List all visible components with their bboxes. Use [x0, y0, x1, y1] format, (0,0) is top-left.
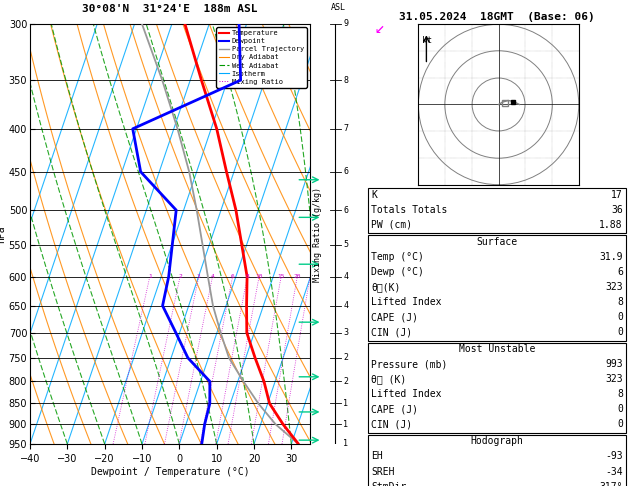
Text: 8: 8 — [245, 274, 249, 279]
Text: 6: 6 — [343, 167, 348, 176]
Text: 323: 323 — [605, 282, 623, 292]
Text: θᴇ(K): θᴇ(K) — [371, 282, 401, 292]
Text: 2: 2 — [343, 353, 348, 363]
Text: 36: 36 — [611, 205, 623, 215]
Y-axis label: hPa: hPa — [0, 225, 6, 243]
Text: 5: 5 — [343, 241, 348, 249]
Text: Dewp (°C): Dewp (°C) — [371, 267, 424, 277]
Text: 2: 2 — [178, 274, 182, 279]
Text: 15: 15 — [277, 274, 285, 279]
X-axis label: Dewpoint / Temperature (°C): Dewpoint / Temperature (°C) — [91, 467, 249, 476]
Text: 323: 323 — [605, 374, 623, 384]
Text: 30°08'N  31°24'E  188m ASL: 30°08'N 31°24'E 188m ASL — [82, 4, 258, 14]
Text: CIN (J): CIN (J) — [371, 419, 412, 430]
Text: 10: 10 — [255, 274, 263, 279]
Text: 6: 6 — [343, 206, 348, 215]
Text: Mixing Ratio (g/kg): Mixing Ratio (g/kg) — [313, 187, 321, 281]
Text: km
ASL: km ASL — [330, 0, 345, 12]
Text: PW (cm): PW (cm) — [371, 220, 412, 230]
Text: SREH: SREH — [371, 467, 394, 477]
Text: 8: 8 — [617, 297, 623, 307]
Text: -93: -93 — [605, 451, 623, 462]
Text: Lifted Index: Lifted Index — [371, 389, 442, 399]
Text: EH: EH — [371, 451, 383, 462]
Text: 4: 4 — [343, 301, 348, 310]
Text: 31.05.2024  18GMT  (Base: 06): 31.05.2024 18GMT (Base: 06) — [399, 12, 595, 22]
Text: Hodograph: Hodograph — [470, 436, 523, 447]
Legend: Temperature, Dewpoint, Parcel Trajectory, Dry Adiabat, Wet Adiabat, Isotherm, Mi: Temperature, Dewpoint, Parcel Trajectory… — [216, 28, 306, 87]
Text: Temp (°C): Temp (°C) — [371, 252, 424, 262]
Text: StmDir: StmDir — [371, 482, 406, 486]
Text: -34: -34 — [605, 467, 623, 477]
Text: 3: 3 — [197, 274, 201, 279]
Text: 4: 4 — [343, 272, 348, 281]
Text: 0: 0 — [617, 419, 623, 430]
Text: 6: 6 — [231, 274, 235, 279]
Text: kt: kt — [423, 36, 432, 45]
Text: CIN (J): CIN (J) — [371, 327, 412, 337]
Text: 0: 0 — [617, 404, 623, 415]
Text: 0: 0 — [617, 327, 623, 337]
Text: 317°: 317° — [599, 482, 623, 486]
Text: 8: 8 — [343, 76, 348, 85]
Text: 31.9: 31.9 — [599, 252, 623, 262]
Text: 2: 2 — [343, 377, 348, 386]
Text: 20: 20 — [294, 274, 301, 279]
Text: 8: 8 — [617, 389, 623, 399]
Text: 1: 1 — [343, 439, 348, 449]
Text: Totals Totals: Totals Totals — [371, 205, 447, 215]
Text: Most Unstable: Most Unstable — [459, 344, 535, 354]
Text: 1: 1 — [343, 399, 348, 408]
Text: 1: 1 — [343, 420, 348, 429]
Text: 4: 4 — [211, 274, 214, 279]
Text: 6: 6 — [617, 267, 623, 277]
Text: Lifted Index: Lifted Index — [371, 297, 442, 307]
Text: 3: 3 — [343, 328, 348, 337]
Text: 0: 0 — [617, 312, 623, 322]
Text: 17: 17 — [611, 190, 623, 200]
Text: CAPE (J): CAPE (J) — [371, 312, 418, 322]
Text: 9: 9 — [343, 19, 348, 29]
Text: θᴇ (K): θᴇ (K) — [371, 374, 406, 384]
Text: 1.88: 1.88 — [599, 220, 623, 230]
Text: 993: 993 — [605, 359, 623, 369]
Text: Surface: Surface — [476, 237, 518, 247]
Text: Pressure (mb): Pressure (mb) — [371, 359, 447, 369]
Text: 1: 1 — [148, 274, 152, 279]
Text: CAPE (J): CAPE (J) — [371, 404, 418, 415]
Text: K: K — [371, 190, 377, 200]
Text: ↙: ↙ — [374, 19, 384, 37]
Text: 7: 7 — [343, 124, 348, 133]
